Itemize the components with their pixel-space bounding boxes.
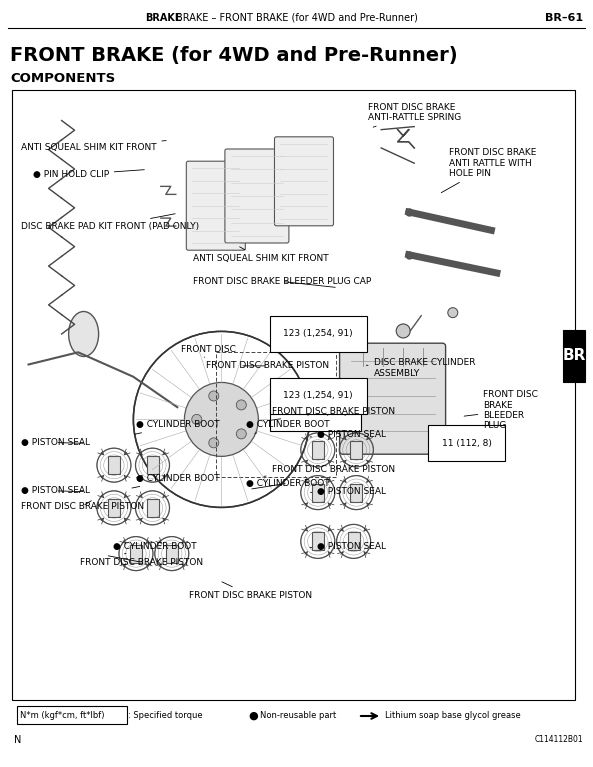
Text: BRAKE: BRAKE	[145, 13, 181, 23]
Text: ●: ●	[248, 711, 258, 721]
Text: Lithium soap base glycol grease: Lithium soap base glycol grease	[385, 712, 521, 720]
Text: 123 (1,254, 91): 123 (1,254, 91)	[283, 329, 353, 338]
Text: FRONT DISC
BRAKE
BLEEDER
PLUG: FRONT DISC BRAKE BLEEDER PLUG	[464, 390, 538, 430]
Circle shape	[192, 414, 202, 424]
FancyBboxPatch shape	[166, 545, 178, 563]
FancyBboxPatch shape	[347, 532, 359, 551]
Text: Non-reusable part: Non-reusable part	[260, 712, 336, 720]
Text: BRAKE – FRONT BRAKE (for 4WD and Pre-Runner): BRAKE – FRONT BRAKE (for 4WD and Pre-Run…	[176, 13, 417, 23]
Ellipse shape	[69, 311, 98, 357]
Text: ANTI SQUEAL SHIM KIT FRONT: ANTI SQUEAL SHIM KIT FRONT	[193, 247, 329, 263]
FancyBboxPatch shape	[17, 706, 127, 724]
Text: FRONT DISC BRAKE PISTON: FRONT DISC BRAKE PISTON	[268, 407, 395, 420]
Text: FRONT DISC BRAKE PISTON: FRONT DISC BRAKE PISTON	[206, 361, 330, 370]
Text: ● PIN HOLD CLIP: ● PIN HOLD CLIP	[33, 170, 144, 179]
Text: FRONT DISC BRAKE
ANTI-RATTLE SPRING: FRONT DISC BRAKE ANTI-RATTLE SPRING	[368, 103, 461, 127]
FancyBboxPatch shape	[350, 484, 362, 502]
Bar	[563, 330, 585, 382]
Text: ● PISTON SEAL: ● PISTON SEAL	[21, 438, 90, 447]
Circle shape	[209, 391, 219, 401]
Text: ● CYLINDER BOOT: ● CYLINDER BOOT	[246, 420, 330, 433]
Circle shape	[237, 400, 246, 410]
Text: ● PISTON SEAL: ● PISTON SEAL	[21, 486, 90, 495]
Text: 123 (1,254, 91): 123 (1,254, 91)	[283, 391, 353, 400]
Text: FRONT DISC BRAKE PISTON: FRONT DISC BRAKE PISTON	[21, 501, 144, 511]
FancyBboxPatch shape	[108, 499, 120, 517]
Text: : Specified torque: : Specified torque	[128, 712, 203, 720]
Circle shape	[209, 438, 219, 448]
Text: BR–61: BR–61	[545, 13, 583, 23]
Text: COMPONENTS: COMPONENTS	[10, 72, 115, 85]
Text: 11 (112, 8): 11 (112, 8)	[442, 439, 492, 448]
Bar	[12, 90, 575, 700]
Text: DISC BRAKE CYLINDER
ASSEMBLY: DISC BRAKE CYLINDER ASSEMBLY	[366, 358, 475, 378]
Text: N: N	[14, 735, 21, 745]
Text: ● CYLINDER BOOT: ● CYLINDER BOOT	[132, 474, 220, 488]
Text: N*m (kgf*cm, ft*lbf): N*m (kgf*cm, ft*lbf)	[20, 712, 104, 720]
Circle shape	[396, 324, 410, 338]
FancyBboxPatch shape	[146, 499, 158, 517]
FancyBboxPatch shape	[350, 441, 362, 459]
Text: FRONT DISC BRAKE
ANTI RATTLE WITH
HOLE PIN: FRONT DISC BRAKE ANTI RATTLE WITH HOLE P…	[441, 149, 537, 193]
FancyBboxPatch shape	[312, 441, 324, 459]
Text: C114112B01: C114112B01	[534, 736, 583, 745]
Text: FRONT BRAKE (for 4WD and Pre-Runner): FRONT BRAKE (for 4WD and Pre-Runner)	[10, 46, 458, 65]
Text: FRONT DISC: FRONT DISC	[181, 345, 236, 357]
FancyBboxPatch shape	[225, 149, 289, 243]
FancyBboxPatch shape	[146, 456, 158, 474]
FancyBboxPatch shape	[312, 484, 324, 502]
FancyBboxPatch shape	[186, 161, 246, 250]
Text: 15.2 (155, 11): 15.2 (155, 11)	[283, 408, 347, 417]
Circle shape	[237, 429, 246, 439]
Text: ● PISTON SEAL: ● PISTON SEAL	[311, 487, 386, 496]
Text: ● PISTON SEAL: ● PISTON SEAL	[310, 542, 386, 551]
FancyBboxPatch shape	[340, 343, 445, 454]
Circle shape	[184, 383, 259, 456]
Text: FRONT DISC BRAKE PISTON: FRONT DISC BRAKE PISTON	[189, 582, 312, 600]
Text: FRONT DISC BRAKE PISTON: FRONT DISC BRAKE PISTON	[80, 556, 203, 567]
Text: ● CYLINDER BOOT: ● CYLINDER BOOT	[246, 479, 330, 489]
FancyBboxPatch shape	[312, 532, 324, 551]
Text: DISC BRAKE PAD KIT FRONT (PAD ONLY): DISC BRAKE PAD KIT FRONT (PAD ONLY)	[21, 214, 199, 231]
Text: ● CYLINDER BOOT: ● CYLINDER BOOT	[135, 420, 220, 434]
FancyBboxPatch shape	[130, 545, 142, 563]
Bar	[216, 352, 336, 477]
Text: BR: BR	[562, 348, 586, 364]
Circle shape	[448, 308, 458, 318]
Text: ● CYLINDER BOOT: ● CYLINDER BOOT	[113, 542, 196, 554]
FancyBboxPatch shape	[108, 456, 120, 474]
Text: FRONT DISC BRAKE BLEEDER PLUG CAP: FRONT DISC BRAKE BLEEDER PLUG CAP	[193, 277, 371, 288]
FancyBboxPatch shape	[275, 137, 333, 225]
Text: FRONT DISC BRAKE PISTON: FRONT DISC BRAKE PISTON	[264, 465, 395, 476]
Text: ● PISTON SEAL: ● PISTON SEAL	[310, 430, 386, 439]
Text: ANTI SQUEAL SHIM KIT FRONT: ANTI SQUEAL SHIM KIT FRONT	[21, 140, 166, 152]
